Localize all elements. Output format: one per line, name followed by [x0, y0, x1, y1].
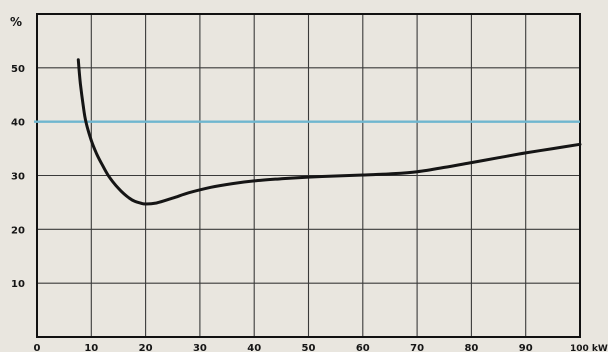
- plot-frame: [36, 13, 581, 338]
- x-tick-label-70: 70: [410, 343, 424, 352]
- x-tick-label-20: 20: [139, 343, 153, 352]
- x-tick-label-100: 100 kW: [570, 344, 608, 352]
- x-tick-label-10: 10: [84, 343, 98, 352]
- y-tick-label-30: 30: [11, 172, 25, 183]
- y-tick-label-40: 40: [11, 118, 25, 129]
- grid: [37, 14, 580, 337]
- x-tick-label-40: 40: [247, 343, 261, 352]
- x-tick-label-80: 80: [464, 343, 478, 352]
- x-tick-label-50: 50: [302, 343, 316, 352]
- x-tick-label-30: 30: [193, 343, 207, 352]
- y-tick-label-20: 20: [11, 225, 25, 236]
- series-layer: [76, 58, 582, 206]
- y-tick-label-10: 10: [11, 279, 25, 290]
- x-tick-label-90: 90: [519, 343, 533, 352]
- y-unit-label: %: [10, 15, 22, 29]
- series-line-0: [76, 58, 582, 206]
- y-tick-label-50: 50: [11, 64, 25, 75]
- axes: [34, 13, 581, 338]
- tick-labels: 0 10 20 30 40 50 60 70 80 90 100 kW 10 20 30 40 50: [11, 64, 608, 352]
- x-tick-label-0: 0: [34, 343, 41, 352]
- x-tick-label-60: 60: [356, 343, 370, 352]
